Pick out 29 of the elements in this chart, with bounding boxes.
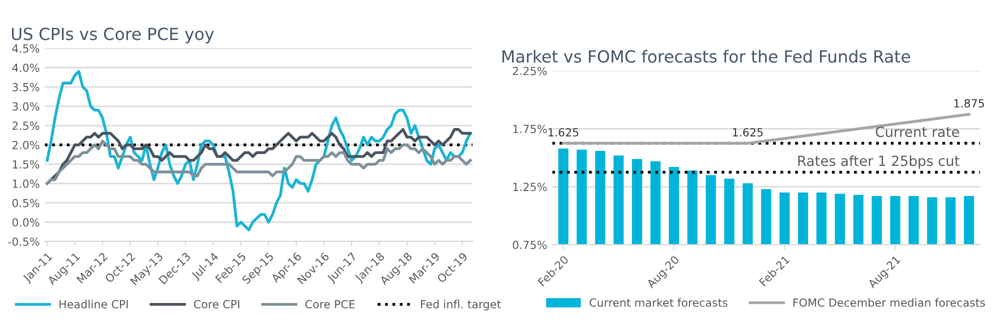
- legend-label: Current market forecasts: [590, 298, 728, 307]
- y-tick-label: 0.5%: [12, 198, 40, 208]
- y-tick-label: 0.75%: [512, 240, 547, 250]
- y-tick-label: 3.5%: [12, 82, 40, 92]
- y-tick-label: 1.5%: [12, 160, 40, 169]
- y-tick-label: 1.0%: [12, 180, 40, 188]
- data-label: 1.625: [733, 128, 763, 136]
- legend-label: FOMC December median forecasts: [794, 298, 985, 307]
- chart-title: US CPIs vs Core PCE yoy: [12, 28, 214, 44]
- y-tick-label: 1.75%: [513, 124, 547, 134]
- ref-line-label: Rates after 1 25bps cut: [798, 155, 960, 169]
- data-label: 1.875: [954, 99, 984, 108]
- y-tick-label: 1.25%: [513, 182, 547, 192]
- y-tick-label: 2.0%: [12, 140, 40, 150]
- y-tick-label: 3.0%: [12, 102, 40, 111]
- data-label: 1.625: [548, 128, 578, 136]
- chart-title: Market vs FOMC forecasts for the Fed Funds Rate: [502, 50, 910, 63]
- y-tick-label: 4.5%: [12, 44, 40, 53]
- legend-label: Core PCE: [305, 300, 355, 308]
- y-tick-label: 4.0%: [12, 64, 40, 72]
- y-tick-label: 2.25%: [512, 66, 547, 76]
- y-tick-label: 0.0%: [12, 218, 40, 227]
- legend-label: Core CPI: [194, 300, 240, 308]
- legend-label: Fed infl. target: [421, 300, 501, 311]
- legend-label: Headline CPI: [60, 300, 128, 308]
- ref-line-label: Current rate: [876, 126, 960, 138]
- line-series: [46, 140, 472, 185]
- y-tick-label: 2.5%: [12, 122, 40, 130]
- y-tick-label: -0.5%: [8, 237, 40, 246]
